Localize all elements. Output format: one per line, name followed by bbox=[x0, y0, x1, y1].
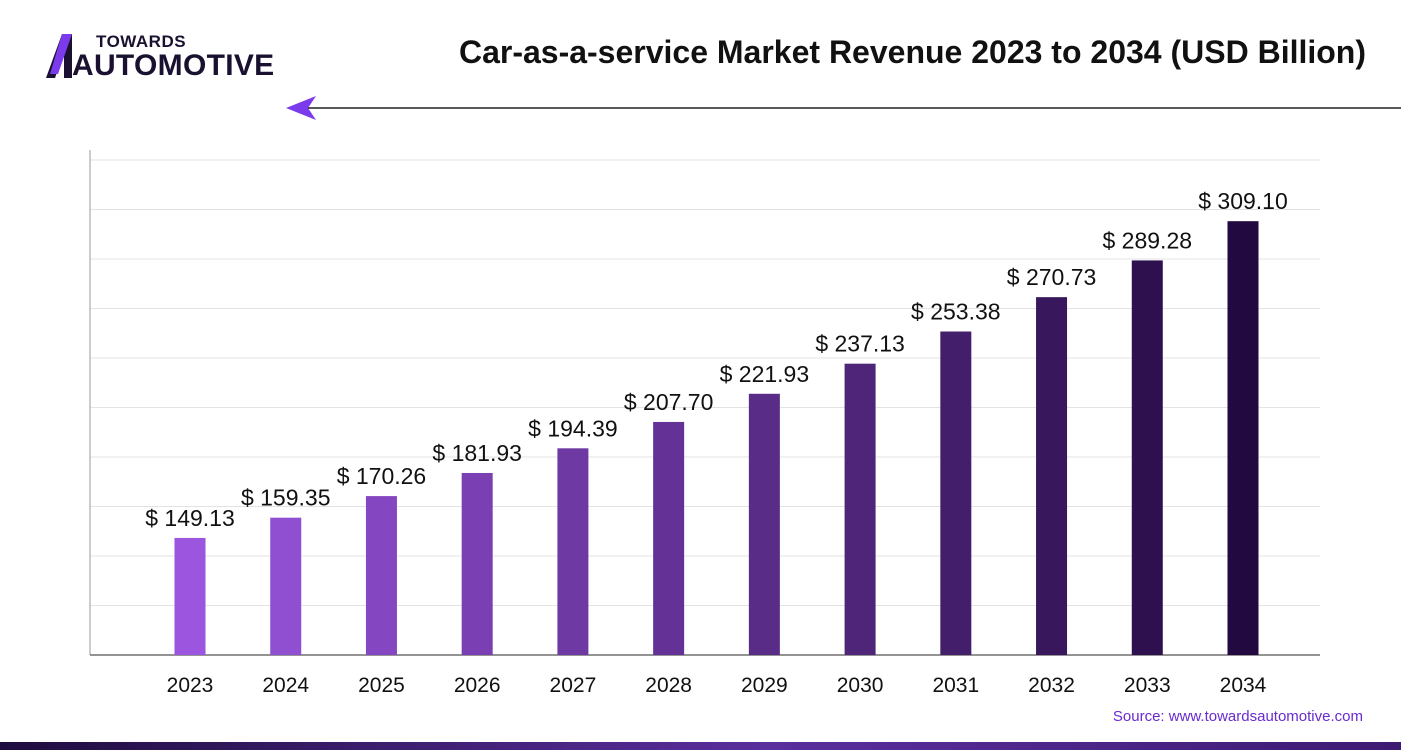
value-label-2023: $ 149.13 bbox=[145, 505, 235, 531]
value-label-2027: $ 194.39 bbox=[528, 415, 618, 441]
bars bbox=[174, 221, 1259, 655]
value-label-2031: $ 253.38 bbox=[911, 299, 1001, 325]
value-label-2030: $ 237.13 bbox=[815, 331, 905, 357]
x-tick-2034: 2034 bbox=[1220, 674, 1267, 697]
x-tick-2032: 2032 bbox=[1028, 674, 1075, 697]
value-label-2024: $ 159.35 bbox=[241, 485, 331, 511]
bar-2028 bbox=[653, 421, 685, 655]
x-tick-2031: 2031 bbox=[932, 674, 979, 697]
bar-2029 bbox=[748, 393, 780, 655]
bar-2024 bbox=[270, 517, 302, 655]
bar-2023 bbox=[174, 537, 206, 655]
brand-logo: TOWARDS AUTOMOTIVE bbox=[36, 30, 286, 86]
value-labels: $ 149.13$ 159.35$ 170.26$ 181.93$ 194.39… bbox=[145, 188, 1288, 531]
x-tick-2027: 2027 bbox=[550, 674, 597, 697]
bar-2032 bbox=[1036, 297, 1068, 655]
value-label-2026: $ 181.93 bbox=[432, 440, 522, 466]
bar-2025 bbox=[365, 496, 397, 655]
value-label-2028: $ 207.70 bbox=[624, 389, 714, 415]
x-tick-2023: 2023 bbox=[167, 674, 214, 697]
logo-mark-icon bbox=[46, 34, 72, 78]
x-tick-2030: 2030 bbox=[837, 674, 884, 697]
source-note: Source: www.towardsautomotive.com bbox=[1112, 708, 1363, 725]
value-label-2029: $ 221.93 bbox=[720, 361, 810, 387]
bar-2034 bbox=[1227, 221, 1259, 655]
bar-2031 bbox=[940, 331, 972, 655]
bar-2033 bbox=[1131, 260, 1163, 655]
value-label-2033: $ 289.28 bbox=[1103, 227, 1193, 253]
value-label-2032: $ 270.73 bbox=[1007, 264, 1097, 290]
brand-name-top: TOWARDS bbox=[96, 32, 187, 51]
arrow-left-icon bbox=[286, 96, 316, 120]
x-tick-2025: 2025 bbox=[358, 674, 405, 697]
bar-2027 bbox=[557, 448, 589, 655]
bar-2030 bbox=[844, 363, 876, 655]
value-label-2025: $ 170.26 bbox=[337, 463, 427, 489]
brand-name-bottom: AUTOMOTIVE bbox=[72, 49, 275, 82]
x-tick-2028: 2028 bbox=[645, 674, 692, 697]
x-tick-2029: 2029 bbox=[741, 674, 788, 697]
x-tick-2033: 2033 bbox=[1124, 674, 1171, 697]
x-tick-2026: 2026 bbox=[454, 674, 501, 697]
value-label-2034: $ 309.10 bbox=[1198, 188, 1288, 214]
x-tick-labels: 2023 2024 2025 2026 2027 2028 2029 2030 2031 2032… bbox=[167, 674, 1267, 697]
chart-title: Car-as-a-service Market Revenue 2023 to … bbox=[458, 34, 1366, 70]
footer-bar bbox=[0, 742, 1401, 750]
x-tick-2024: 2024 bbox=[262, 674, 309, 697]
header-divider bbox=[286, 96, 1401, 120]
bar-2026 bbox=[461, 472, 493, 655]
grid-lines bbox=[90, 159, 1320, 606]
